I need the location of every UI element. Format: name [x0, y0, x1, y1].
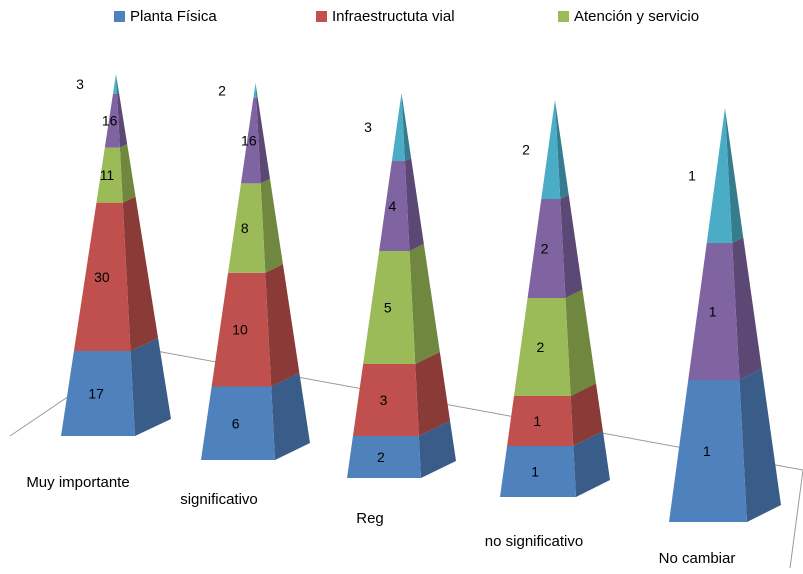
legend-item-infraestructura-vial: Infraestructuta vial: [316, 8, 455, 25]
pyramid-segment-2-0: [347, 436, 421, 478]
pyramid-side-4-3: [732, 237, 762, 380]
pyramid-segment-1-0: [201, 386, 275, 460]
pyramid-segment-4-0: [669, 380, 747, 522]
pyramid-side-3-2: [565, 289, 597, 396]
data-label-0-1: 30: [94, 269, 110, 285]
data-label-1-3: 16: [241, 133, 257, 149]
pyramid-side-1-1: [265, 264, 300, 387]
category-label-3: no significativo: [485, 533, 583, 550]
pyramid-side-1-0: [271, 372, 310, 460]
pyramid-side-1-4: [255, 83, 258, 98]
pyramid-segment-0-0: [61, 350, 135, 436]
pyramid-segment-3-4: [541, 100, 561, 199]
pyramid-segment-3-3: [527, 199, 566, 298]
data-label-2-1: 3: [380, 392, 388, 408]
pyramid-segment-0-4: [113, 74, 118, 94]
data-label-1-4: 2: [218, 82, 226, 98]
data-label-4-4: 1: [688, 168, 696, 184]
pyramid-side-3-1: [570, 383, 603, 446]
pyramid-side-3-0: [573, 431, 610, 497]
data-label-4-3: 1: [709, 304, 717, 320]
legend-item-atencion-servicio: Atención y servicio: [558, 8, 699, 25]
pyramid-side-4-4: [725, 108, 744, 243]
category-label-0: Muy importante: [26, 474, 129, 491]
pyramid-side-0-3: [117, 92, 128, 148]
legend-swatch-infraestructura-vial: [316, 11, 327, 22]
category-label-4: No cambiar: [659, 550, 736, 567]
pyramid-segment-0-1: [73, 202, 131, 351]
pyramid-segment-2-2: [363, 251, 416, 364]
pyramid-side-3-4: [555, 100, 569, 199]
legend-swatch-atencion-servicio: [558, 11, 569, 22]
pyramid-segment-1-1: [211, 272, 272, 387]
data-label-1-0: 6: [232, 415, 240, 431]
data-label-3-4: 2: [522, 142, 530, 158]
data-label-4-0: 1: [703, 443, 711, 459]
pyramid-segment-3-0: [500, 446, 576, 497]
data-label-0-0: 17: [88, 385, 104, 401]
legend-label-planta-fisica: Planta Física: [130, 8, 217, 25]
pyramid-segment-0-2: [96, 147, 123, 203]
pyramid-side-0-1: [122, 196, 159, 351]
legend-item-planta-fisica: Planta Física: [114, 8, 217, 25]
data-label-0-2: 11: [100, 167, 115, 183]
pyramid-segment-4-4: [706, 108, 733, 243]
data-label-2-0: 2: [377, 449, 385, 465]
pyramid-side-0-4: [116, 74, 119, 94]
pyramid-side-4-0: [739, 368, 781, 522]
data-label-3-0: 1: [531, 464, 539, 480]
pyramid-side-2-1: [415, 352, 451, 436]
pyramid-side-2-4: [401, 93, 412, 161]
legend-label-atencion-servicio: Atención y servicio: [574, 8, 700, 25]
pyramid-segment-0-3: [104, 93, 120, 148]
pyramid-side-2-2: [409, 244, 440, 364]
pyramid-segment-1-3: [240, 97, 261, 184]
data-label-0-4: 3: [76, 76, 84, 92]
data-label-0-3: 16: [102, 113, 118, 129]
pyramid-side-2-0: [418, 420, 456, 478]
pyramid-segment-4-3: [688, 243, 740, 380]
data-label-3-2: 2: [537, 339, 545, 355]
pyramid-side-0-2: [119, 144, 136, 203]
data-label-1-1: 10: [232, 322, 248, 338]
legend-swatch-planta-fisica: [114, 11, 125, 22]
data-label-3-3: 2: [541, 241, 549, 257]
legend-label-infraestructura-vial: Infraestructuta vial: [332, 8, 455, 25]
pyramid-side-0-0: [130, 337, 171, 436]
category-label-1: significativo: [180, 491, 258, 508]
pyramid-segment-3-1: [507, 396, 574, 446]
data-label-3-1: 1: [533, 413, 541, 429]
data-label-2-3: 4: [388, 198, 396, 214]
pyramid-segment-2-3: [379, 161, 410, 251]
pyramid-segment-1-2: [228, 183, 266, 273]
pyramid-segment-1-4: [253, 83, 257, 98]
legend: Planta Física Infraestructuta vial Atenc…: [0, 8, 803, 30]
pyramid-segment-2-1: [352, 364, 419, 436]
pyramid-side-3-3: [560, 194, 583, 298]
data-label-2-4: 3: [364, 119, 372, 135]
pyramid-segment-3-2: [513, 298, 571, 396]
pyramid-side-1-3: [256, 97, 271, 184]
pyramid-segment-2-4: [391, 93, 405, 161]
data-label-2-2: 5: [384, 300, 392, 316]
pyramid-side-2-3: [404, 157, 424, 251]
category-label-2: Reg: [356, 510, 384, 527]
data-label-1-2: 8: [241, 220, 249, 236]
pyramid-side-1-2: [260, 178, 283, 273]
